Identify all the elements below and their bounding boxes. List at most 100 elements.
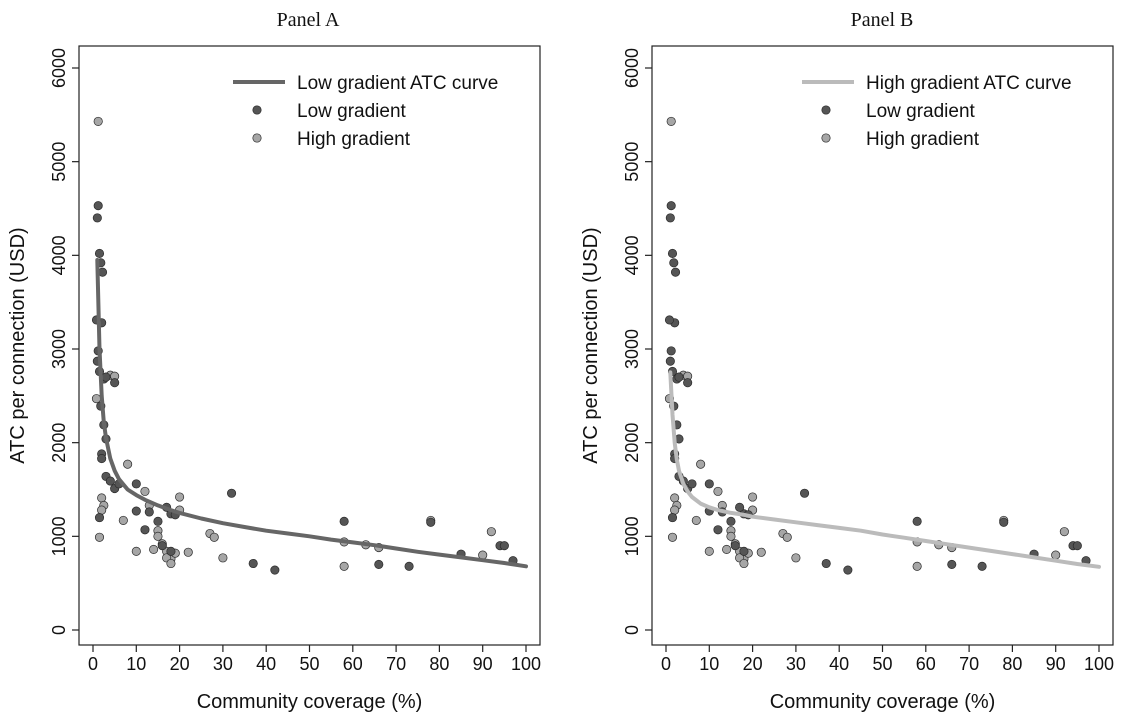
y-tick-label: 6000 [622,48,642,88]
legend-low-gradient-swatch [821,105,831,115]
high-gradient-point [91,394,102,404]
high-gradient-point [118,515,128,525]
low-gradient-point [374,559,384,569]
low-gradient-point [666,346,676,356]
high-gradient-point [486,527,496,537]
low-gradient-point [665,213,675,223]
panel-a: Panel A 0 1000 2000 3000 4000 5000 6000 0 10 20 30 4… [7,9,541,713]
y-tick-label: 0 [49,625,69,635]
low-gradient-point [664,315,675,325]
low-gradient-point [713,525,723,535]
high-gradient-point [339,561,349,571]
low-gradient-point [683,378,693,388]
high-gradient-point [704,546,714,556]
low-gradient-point [667,513,678,523]
x-tick-label: 50 [872,654,892,674]
x-tick-label: 0 [88,654,98,674]
low-gradient-point [821,558,831,569]
low-gradient-point [140,525,150,535]
low-gradient-point [131,506,141,516]
low-gradient-point [110,378,120,388]
x-axis-label: Community coverage (%) [197,691,423,713]
low-gradient-point [687,479,697,489]
x-tick-label: 100 [511,654,541,674]
low-gradient-point [131,479,141,489]
low-gradient-point [270,565,280,575]
y-tick-label: 1000 [622,516,642,556]
low-gradient-point [669,258,679,268]
legend-high-gradient-label: High gradient [297,129,411,150]
low-gradient-point [726,516,736,526]
low-gradient-point [339,516,349,526]
panel-title: Panel B [851,9,914,31]
y-axis-label: ATC per connection (USD) [7,227,29,463]
high-gradient-point [670,505,680,515]
y-axis-label: ATC per connection (USD) [580,227,602,463]
high-gradient-point [218,553,228,563]
high-gradient-point [696,459,706,469]
low-gradient-point [843,565,853,575]
high-gradient-point [791,553,801,563]
legend-high-gradient-swatch [252,133,262,143]
x-tick-label: 40 [829,654,849,674]
high-gradient-point [667,532,678,542]
low-gradient-point [404,561,414,571]
x-tick-label: 70 [386,654,406,674]
low-gradient-point [426,517,436,527]
atc-curve-line [668,370,1101,569]
y-tick-label: 1000 [49,516,69,556]
low-gradient-point [667,248,678,259]
y-tick-label: 0 [622,625,642,635]
low-gradient-point [94,513,105,523]
x-tick-label: 10 [699,654,719,674]
low-gradient-point [666,201,676,211]
low-gradient-point [704,479,714,489]
x-tick-label: 100 [1084,654,1114,674]
high-gradient-point [97,505,107,515]
high-gradient-point [93,116,103,126]
low-gradient-point [1072,541,1082,551]
x-tick-label: 80 [1002,654,1022,674]
low-gradient-point [947,559,957,569]
x-tick-label: 20 [743,654,763,674]
low-gradient-point [166,546,176,556]
legend: Low gradient ATC curve Low gradient High g… [233,73,498,150]
legend-curve-label: High gradient ATC curve [866,73,1072,94]
high-gradient-point [1059,527,1069,537]
legend-low-gradient-swatch [252,105,262,115]
high-gradient-point [691,515,701,525]
x-tick-label: 20 [170,654,190,674]
y-tick-label: 2000 [49,423,69,463]
low-gradient-point [670,267,681,277]
low-gradient-point [977,561,987,571]
high-gradient-point [713,486,723,496]
high-gradient-point [140,486,150,496]
low-gradient-point [157,541,167,551]
legend-curve-label: Low gradient ATC curve [297,73,498,94]
low-gradient-point [105,476,115,486]
high-gradient-point [153,531,163,541]
high-gradient-point [209,532,219,542]
y-tick-label: 4000 [622,235,642,275]
x-tick-label: 60 [343,654,363,674]
low-gradient-point [912,516,922,526]
legend-low-gradient-label: Low gradient [866,101,976,122]
low-gradient-point [153,516,163,526]
legend: High gradient ATC curve Low gradient High … [802,73,1072,150]
high-gradient-point [726,531,736,541]
low-gradient-point [92,213,102,223]
low-gradient-point [97,454,107,464]
low-gradient-point [739,546,749,556]
low-gradient-point [248,558,258,569]
low-gradient-point [144,507,154,517]
low-gradient-point [735,502,745,512]
x-tick-label: 90 [1046,654,1066,674]
x-tick-label: 10 [126,654,146,674]
high-gradient-point [123,459,133,469]
x-tick-label: 70 [959,654,979,674]
y-tick-label: 3000 [49,329,69,369]
legend-high-gradient-swatch [821,133,831,143]
high-gradient-point [666,116,676,126]
high-gradient-point [670,493,680,503]
low-gradient-point [730,541,740,551]
